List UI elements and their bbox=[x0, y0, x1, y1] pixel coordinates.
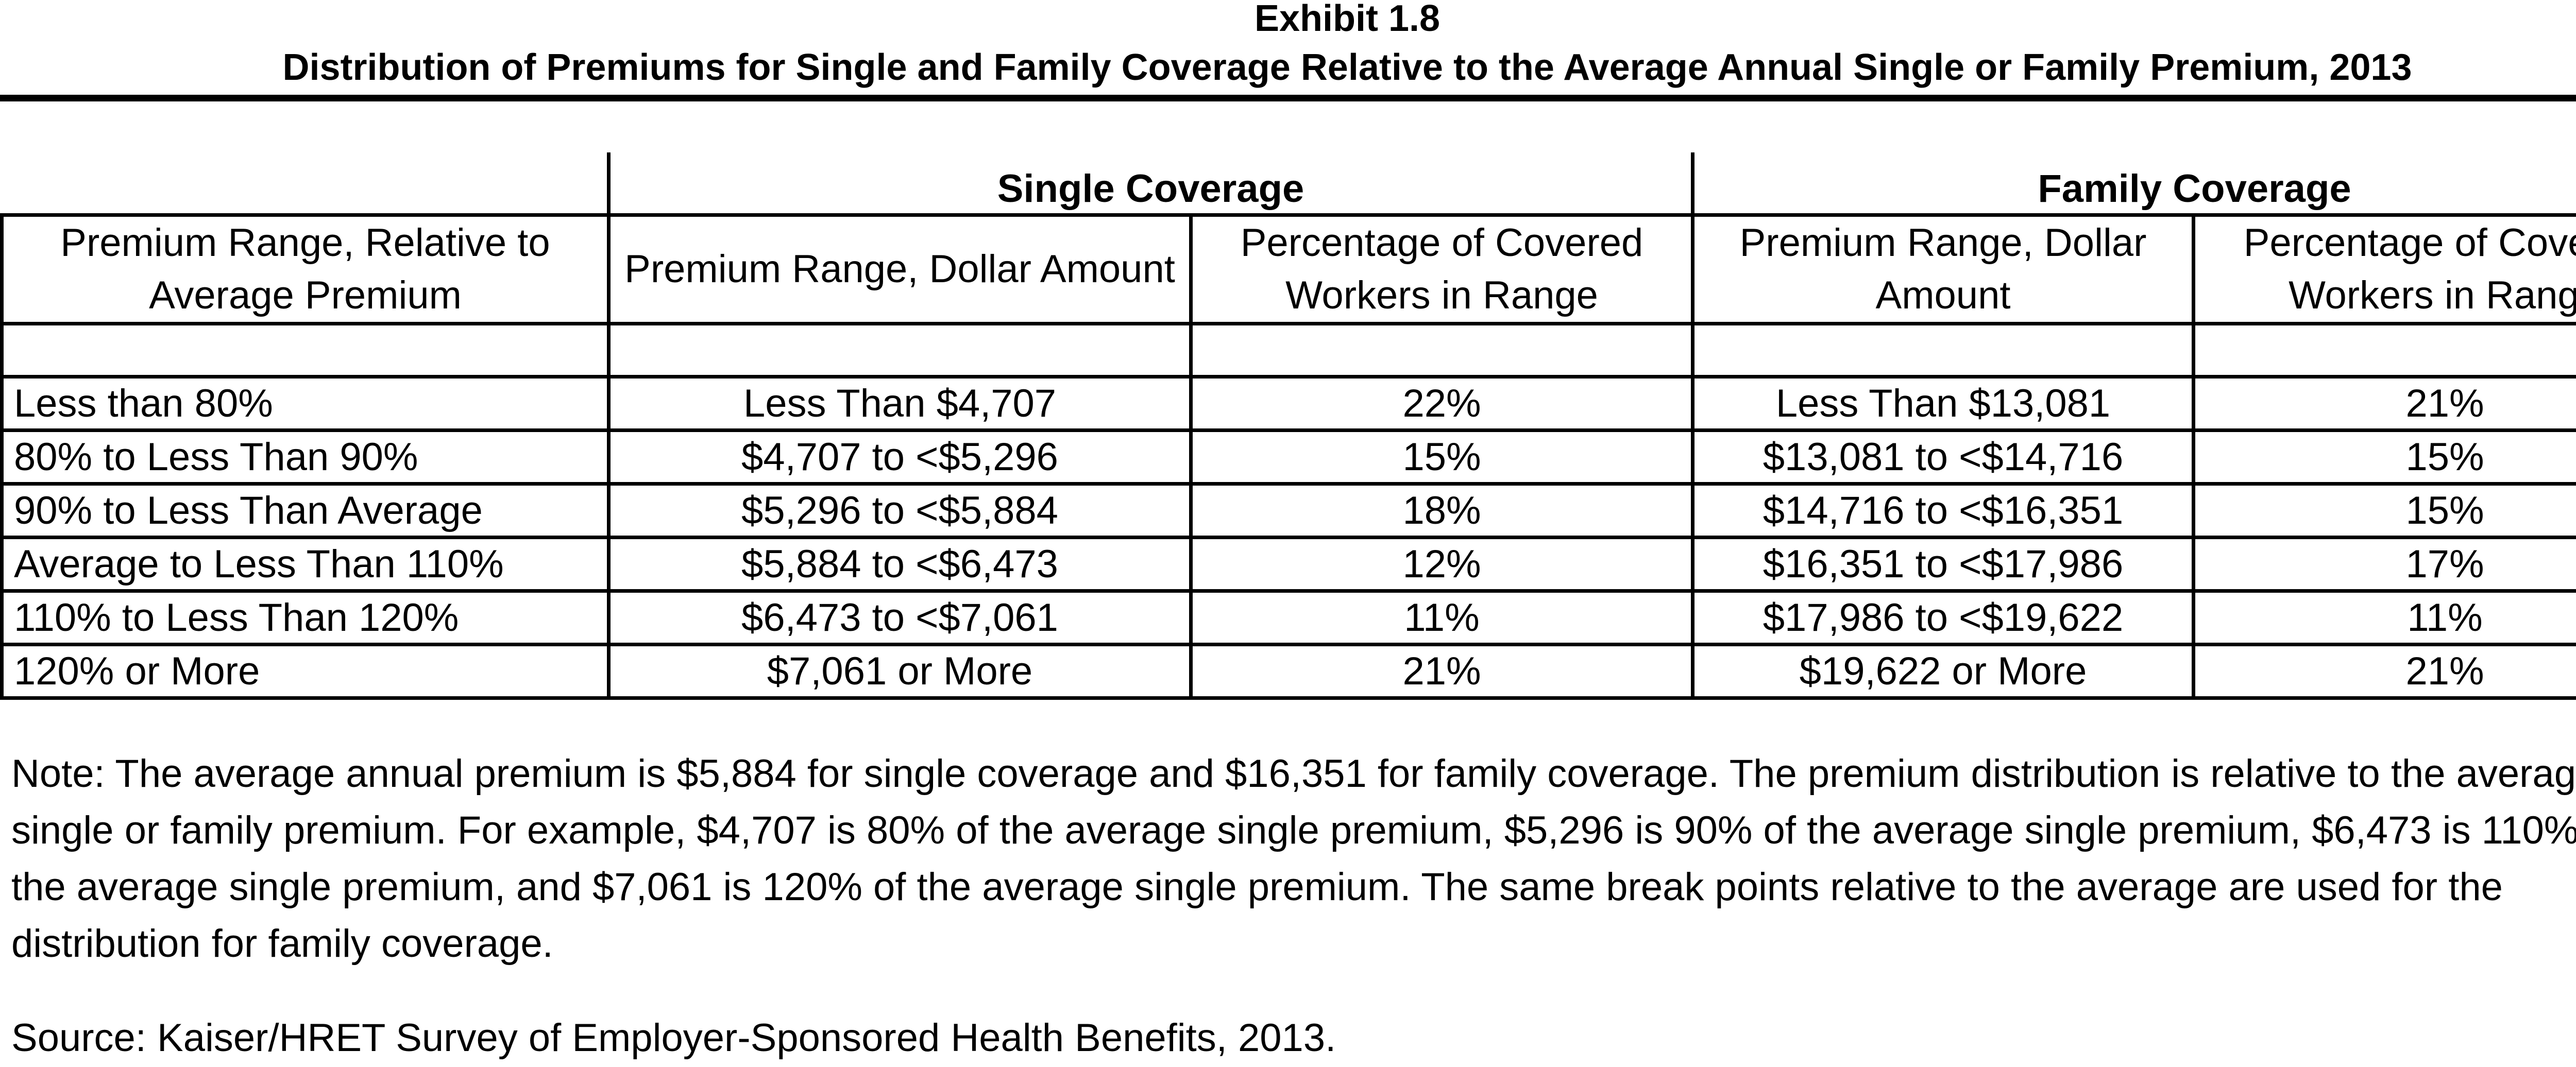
cell-family-dollar-range: $19,622 or More bbox=[1691, 643, 2195, 700]
single-coverage-group-header: Single Coverage bbox=[607, 152, 1694, 217]
table-row: 90% to Less Than Average $5,296 to <$5,88… bbox=[0, 482, 2576, 539]
column-header-single-percentage: Percentage of Covered Workers in Range bbox=[1189, 213, 1694, 325]
cell-single-dollar-range: $5,884 to <$6,473 bbox=[607, 536, 1193, 593]
cell-row-label: 80% to Less Than 90% bbox=[0, 428, 611, 486]
cell-single-percentage: 21% bbox=[1189, 643, 1694, 700]
cell-family-dollar-range: $16,351 to <$17,986 bbox=[1691, 536, 2195, 593]
title-divider bbox=[0, 95, 2576, 101]
cell-row-label: Average to Less Than 110% bbox=[0, 536, 611, 593]
cell-single-percentage: 22% bbox=[1189, 375, 1694, 432]
source-line: Source: Kaiser/HRET Survey of Employer-S… bbox=[11, 1016, 1336, 1060]
cell-single-dollar-range: Less Than $4,707 bbox=[607, 375, 1193, 432]
blank-cell bbox=[1189, 322, 1694, 378]
footnote: Note: The average annual premium is $5,8… bbox=[11, 752, 2576, 966]
cell-family-dollar-range: Less Than $13,081 bbox=[1691, 375, 2195, 432]
cell-single-dollar-range: $6,473 to <$7,061 bbox=[607, 589, 1193, 646]
column-header-relative-range: Premium Range, Relative to Average Premi… bbox=[0, 213, 611, 325]
table-row: Less than 80% Less Than $4,707 22% Less Tha… bbox=[0, 375, 2576, 432]
cell-single-percentage: 11% bbox=[1189, 589, 1694, 646]
blank-row bbox=[0, 322, 2576, 378]
column-header-family-percentage: Percentage of Covered Workers in Range bbox=[2191, 213, 2576, 325]
table-row: 80% to Less Than 90% $4,707 to <$5,296 15%… bbox=[0, 428, 2576, 486]
cell-family-percentage: 15% bbox=[2191, 482, 2576, 539]
cell-single-dollar-range: $5,296 to <$5,884 bbox=[607, 482, 1193, 539]
column-header-family-dollar-range: Premium Range, Dollar Amount bbox=[1691, 213, 2195, 325]
cell-family-percentage: 11% bbox=[2191, 589, 2576, 646]
blank-cell bbox=[0, 322, 611, 378]
column-header-single-dollar-range: Premium Range, Dollar Amount bbox=[607, 213, 1193, 325]
cell-single-dollar-range: $4,707 to <$5,296 bbox=[607, 428, 1193, 486]
table-body: Single Coverage Family Coverage Premium … bbox=[0, 152, 2576, 700]
blank-cell bbox=[2191, 322, 2576, 378]
blank-cell bbox=[607, 322, 1193, 378]
cell-row-label: Less than 80% bbox=[0, 375, 611, 432]
exhibit-label: Exhibit 1.8 bbox=[1254, 0, 1440, 39]
cell-single-dollar-range: $7,061 or More bbox=[607, 643, 1193, 700]
family-coverage-group-header: Family Coverage bbox=[1690, 152, 2576, 217]
cell-family-percentage: 15% bbox=[2191, 428, 2576, 486]
cell-single-percentage: 12% bbox=[1189, 536, 1694, 593]
cell-family-dollar-range: $17,986 to <$19,622 bbox=[1691, 589, 2195, 646]
cell-family-percentage: 17% bbox=[2191, 536, 2576, 593]
cell-family-dollar-range: $13,081 to <$14,716 bbox=[1691, 428, 2195, 486]
cell-family-percentage: 21% bbox=[2191, 643, 2576, 700]
cell-single-percentage: 18% bbox=[1189, 482, 1694, 539]
cell-single-percentage: 15% bbox=[1189, 428, 1694, 486]
group-header-row: Single Coverage Family Coverage bbox=[2, 152, 2576, 217]
cell-row-label: 110% to Less Than 120% bbox=[0, 589, 611, 646]
cell-family-dollar-range: $14,716 to <$16,351 bbox=[1691, 482, 2195, 539]
premium-distribution-table: Single Coverage Family Coverage Premium … bbox=[0, 152, 2576, 700]
chart-title: Distribution of Premiums for Single and … bbox=[282, 47, 2412, 88]
table-row: 120% or More $7,061 or More 21% $19,622 or … bbox=[0, 643, 2576, 700]
cell-row-label: 90% to Less Than Average bbox=[0, 482, 611, 539]
blank-cell bbox=[1691, 322, 2195, 378]
cell-row-label: 120% or More bbox=[0, 643, 611, 700]
corner-cell bbox=[2, 152, 609, 217]
table-row: Average to Less Than 110% $5,884 to <$6,4… bbox=[0, 536, 2576, 593]
column-header-row: Premium Range, Relative to Average Premi… bbox=[0, 213, 2576, 325]
cell-family-percentage: 21% bbox=[2191, 375, 2576, 432]
table-row: 110% to Less Than 120% $6,473 to <$7,061 1… bbox=[0, 589, 2576, 646]
